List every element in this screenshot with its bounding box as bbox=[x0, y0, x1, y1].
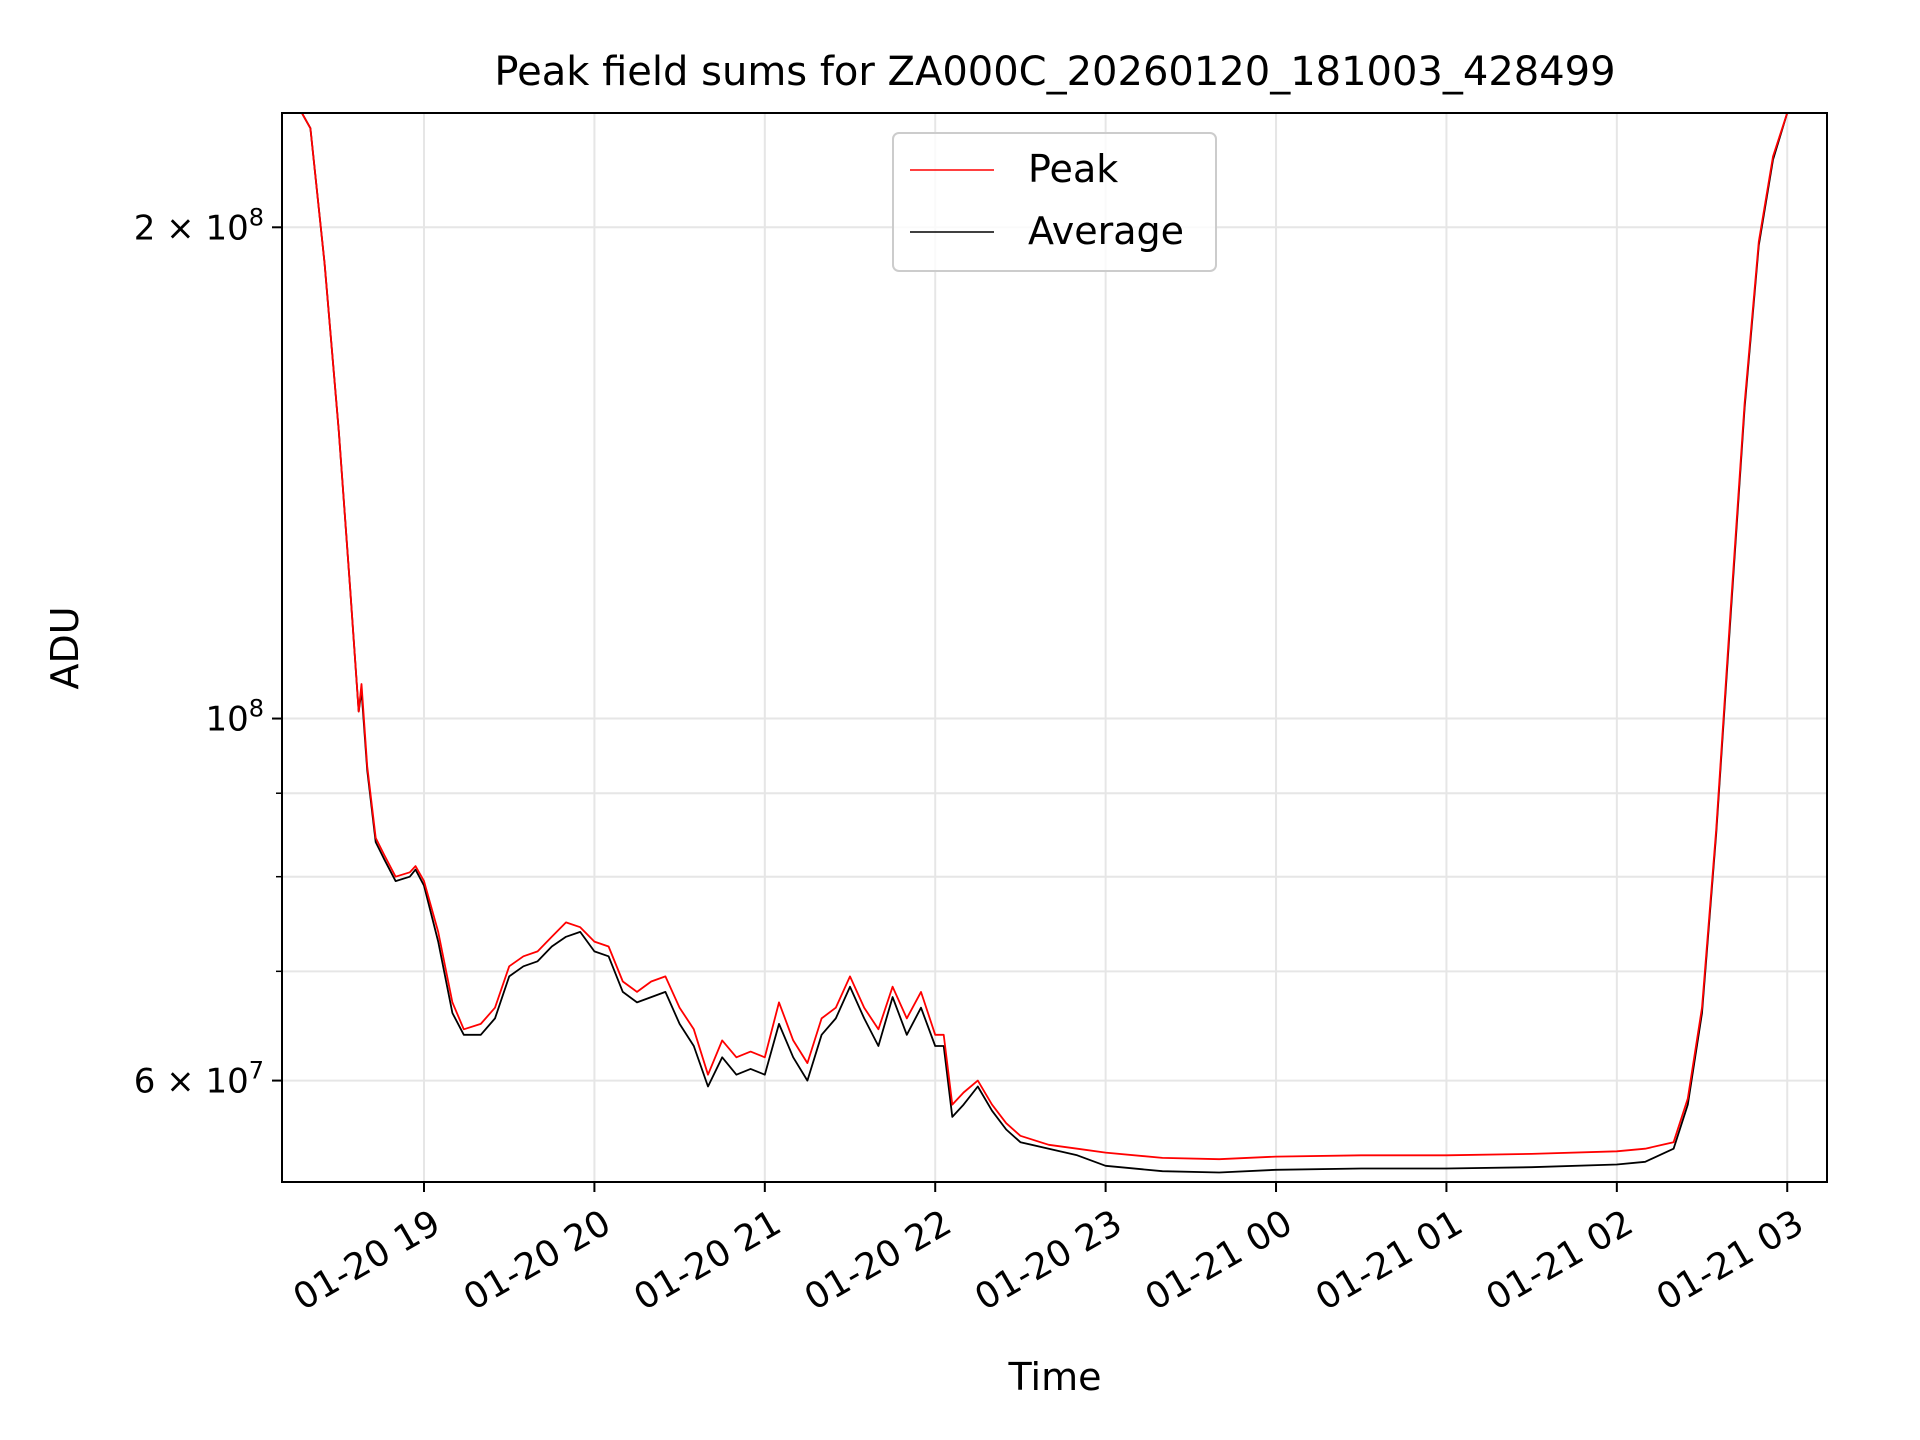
series-line-peak bbox=[282, 113, 1827, 1161]
y-tick-label-exponent: 7 bbox=[249, 1057, 264, 1085]
series-line-average bbox=[282, 113, 1827, 1174]
y-tick-label: 2 × 108 bbox=[134, 203, 264, 248]
plot-area-frame bbox=[281, 112, 1828, 1183]
y-tick-label: 6 × 107 bbox=[134, 1057, 264, 1102]
y-tick-label-base: 10 bbox=[205, 700, 248, 740]
y-axis-label: ADU bbox=[43, 606, 87, 689]
x-axis-label: Time bbox=[1008, 1355, 1102, 1399]
legend-label-average: Average bbox=[1028, 209, 1184, 253]
legend-box bbox=[892, 132, 1217, 272]
chart-title: Peak field sums for ZA000C_20260120_1810… bbox=[494, 49, 1615, 95]
y-tick-label: 108 bbox=[205, 695, 264, 740]
y-tick-label-exponent: 8 bbox=[249, 203, 264, 231]
legend-label-peak: Peak bbox=[1028, 147, 1118, 191]
y-tick-label-exponent: 8 bbox=[249, 695, 264, 723]
series-layer bbox=[282, 113, 1827, 1174]
y-tick-label-base: 6 × 10 bbox=[134, 1062, 249, 1102]
grid bbox=[282, 113, 1827, 1182]
legend: Peak Average bbox=[892, 132, 1217, 272]
y-tick-label-base: 2 × 10 bbox=[134, 208, 249, 248]
